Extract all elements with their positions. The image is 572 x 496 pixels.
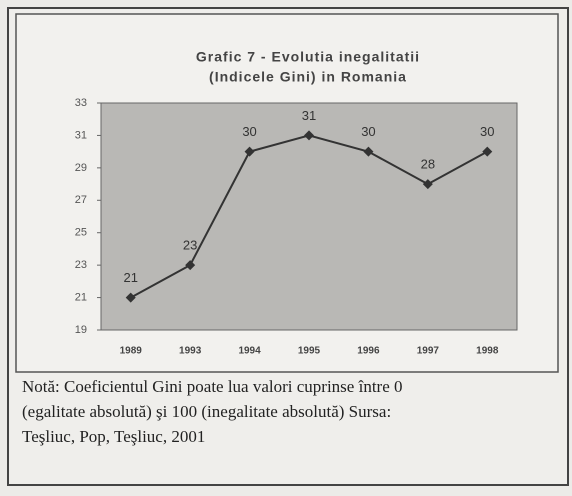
x-tick-label: 1995	[298, 346, 321, 357]
data-label: 30	[242, 124, 256, 139]
note: (egalitate absolută) şi 100 (inegalitate…	[22, 402, 391, 421]
data-label: 28	[421, 157, 435, 172]
note: Notă: Coeficientul Gini poate lua valori…	[22, 377, 403, 396]
chart-title: Grafic 7 - Evolutia inegalitatii	[196, 49, 420, 65]
y-tick-label: 27	[75, 194, 87, 206]
y-tick-label: 31	[75, 129, 87, 141]
data-point	[125, 292, 136, 303]
y-tick-label: 19	[75, 324, 87, 336]
y-tick-label: 21	[75, 291, 87, 303]
x-tick-label: 1994	[238, 346, 261, 357]
y-tick-label: 23	[75, 259, 87, 271]
chart-title: (Indicele Gini) in Romania	[209, 69, 407, 85]
data-label: 21	[123, 270, 137, 285]
y-tick-label: 25	[75, 227, 87, 239]
note: Teşliuc, Pop, Teşliuc, 2001	[22, 427, 205, 446]
data-point	[422, 179, 433, 190]
x-tick-label: 1996	[357, 346, 380, 357]
data-point	[363, 146, 374, 157]
x-tick-label: 1993	[179, 346, 202, 357]
y-tick-label: 33	[75, 97, 87, 109]
data-label: 30	[480, 124, 494, 139]
x-tick-label: 1997	[417, 346, 440, 357]
data-point	[244, 146, 255, 157]
data-point	[185, 260, 196, 271]
x-tick-label: 1989	[120, 346, 143, 357]
data-label: 31	[302, 108, 316, 123]
x-tick-label: 1998	[476, 346, 499, 357]
y-tick-label: 29	[75, 162, 87, 174]
data-point	[304, 130, 314, 141]
data-point	[482, 146, 493, 157]
data-label: 23	[183, 238, 197, 253]
plot-area	[100, 102, 518, 331]
data-label: 30	[361, 124, 375, 139]
